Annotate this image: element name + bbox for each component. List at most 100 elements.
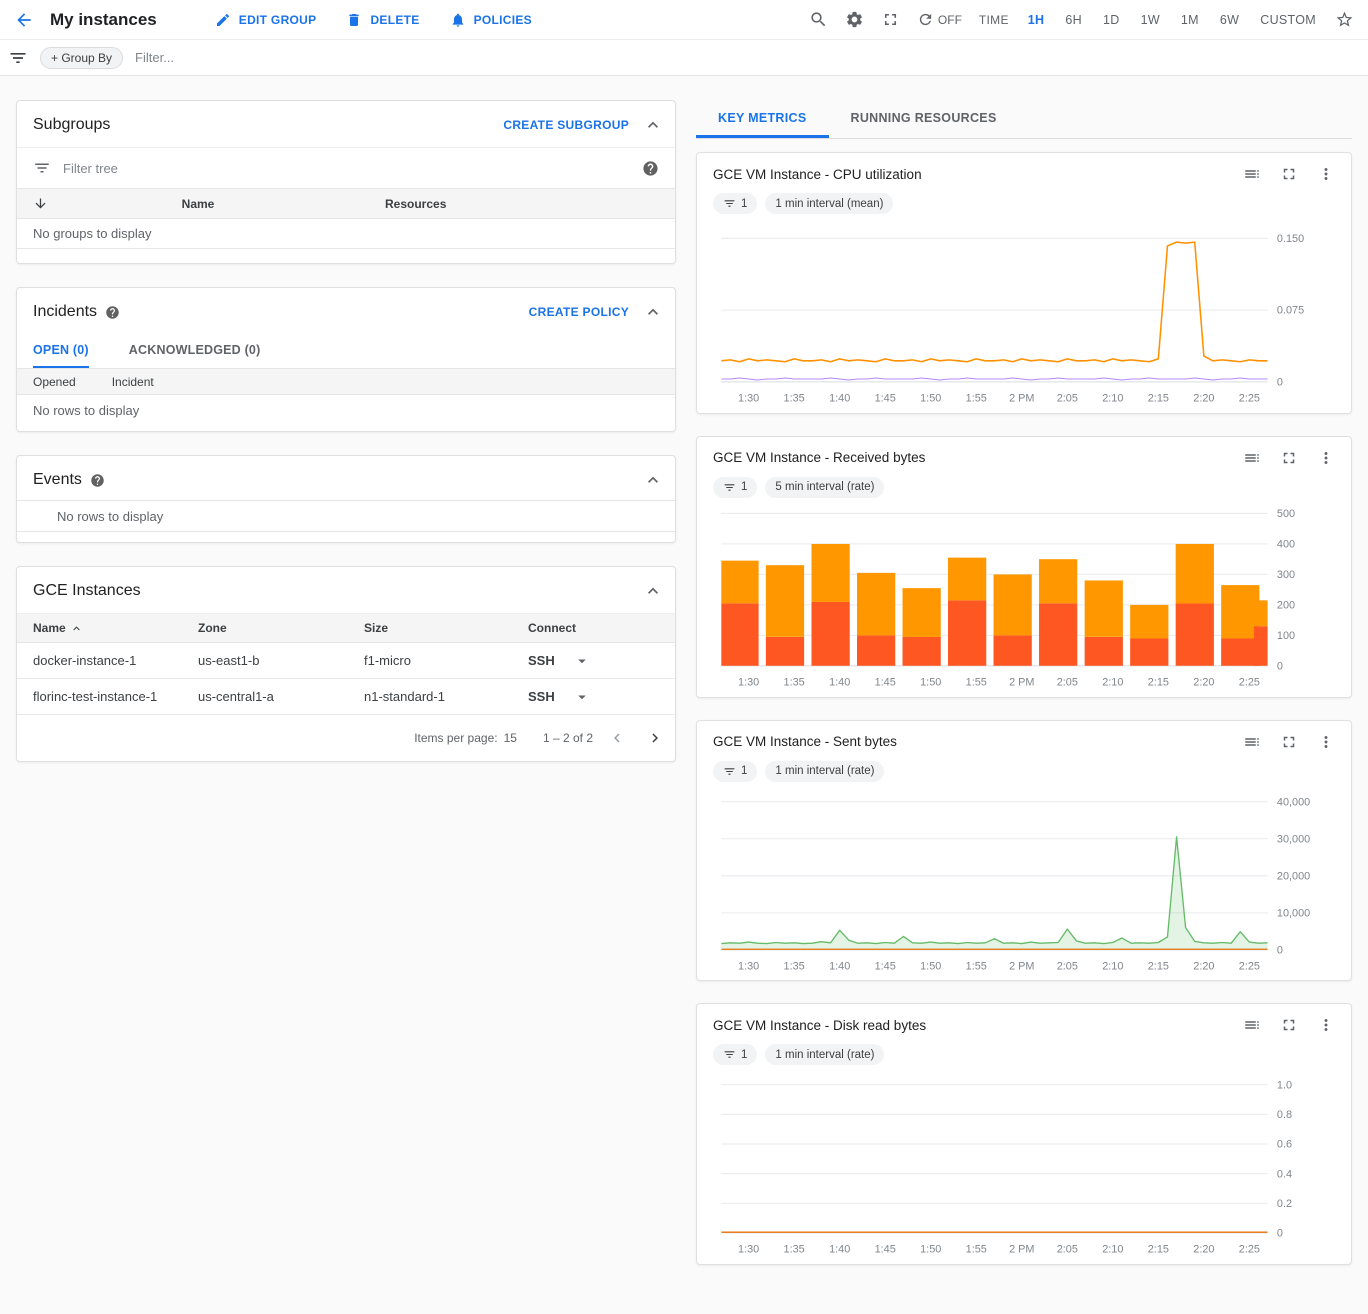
cpu-utilization-plot: 0 0.075 0.150 1:30 1:35 1:40 1:45 1:50 1:55 2 PM 2… bbox=[721, 233, 1304, 405]
help-icon[interactable] bbox=[90, 473, 105, 488]
instance-zone: us-east1-b bbox=[198, 653, 260, 668]
gear-icon[interactable] bbox=[845, 10, 864, 29]
svg-text:2:25: 2:25 bbox=[1239, 393, 1260, 405]
svg-text:300: 300 bbox=[1277, 569, 1295, 581]
kebab-menu-icon[interactable] bbox=[1317, 449, 1335, 467]
incidents-table-header: Opened Incident bbox=[17, 369, 675, 395]
subgroups-col-name[interactable]: Name bbox=[181, 196, 215, 211]
range-6h[interactable]: 6H bbox=[1065, 12, 1082, 27]
help-icon[interactable] bbox=[105, 305, 120, 320]
chart-title: GCE VM Instance - Sent bytes bbox=[713, 734, 897, 750]
tab-running-resources[interactable]: RUNNING RESOURCES bbox=[850, 110, 997, 125]
chevron-up-icon[interactable] bbox=[643, 470, 663, 490]
interval-chip[interactable]: 1 min interval (rate) bbox=[765, 760, 885, 782]
tab-open-incidents[interactable]: OPEN (0) bbox=[33, 334, 89, 368]
svg-text:2:05: 2:05 bbox=[1057, 960, 1078, 972]
range-1w[interactable]: 1W bbox=[1140, 12, 1160, 27]
range-custom[interactable]: CUSTOM bbox=[1260, 12, 1316, 27]
chevron-up-icon[interactable] bbox=[643, 302, 663, 322]
ssh-dropdown-icon[interactable] bbox=[573, 652, 591, 670]
kebab-menu-icon[interactable] bbox=[1317, 165, 1335, 183]
gce-col-zone[interactable]: Zone bbox=[198, 621, 227, 635]
svg-text:2:20: 2:20 bbox=[1193, 960, 1214, 972]
range-1h[interactable]: 1H bbox=[1027, 12, 1045, 27]
kebab-menu-icon[interactable] bbox=[1317, 1016, 1335, 1034]
funnel-icon bbox=[723, 481, 736, 494]
ssh-button[interactable]: SSH bbox=[528, 689, 555, 704]
legend-icon[interactable] bbox=[1243, 1016, 1261, 1034]
metrics-tabs: KEY METRICS RUNNING RESOURCES bbox=[696, 100, 1352, 139]
filter-chip[interactable]: 1 bbox=[713, 760, 758, 782]
edit-group-button[interactable]: EDIT GROUP bbox=[215, 12, 317, 28]
group-by-chip[interactable]: + Group By bbox=[40, 46, 124, 69]
ssh-button[interactable]: SSH bbox=[528, 653, 555, 668]
policies-button[interactable]: POLICIES bbox=[450, 12, 532, 28]
svg-text:1:40: 1:40 bbox=[829, 676, 850, 688]
favorite-star-icon[interactable] bbox=[1335, 10, 1354, 29]
items-per-page-label: Items per page: bbox=[414, 731, 498, 745]
svg-text:0.2: 0.2 bbox=[1277, 1198, 1292, 1210]
incidents-tabs: OPEN (0) ACKNOWLEDGED (0) bbox=[17, 334, 675, 369]
filter-input[interactable] bbox=[135, 50, 1352, 65]
legend-icon[interactable] bbox=[1243, 165, 1261, 183]
svg-text:10,000: 10,000 bbox=[1277, 907, 1310, 919]
sort-down-icon[interactable] bbox=[33, 196, 48, 211]
interval-chip[interactable]: 5 min interval (rate) bbox=[765, 476, 885, 498]
chart-card-disk-read-bytes: GCE VM Instance - Disk read bytes 1 1 mi… bbox=[696, 1003, 1352, 1266]
expand-chart-icon[interactable] bbox=[1280, 1016, 1298, 1034]
svg-text:2:25: 2:25 bbox=[1239, 1244, 1260, 1256]
range-1d[interactable]: 1D bbox=[1102, 12, 1120, 27]
svg-text:0.075: 0.075 bbox=[1277, 305, 1304, 317]
gce-col-name[interactable]: Name bbox=[33, 621, 198, 635]
legend-icon[interactable] bbox=[1243, 733, 1261, 751]
subgroups-card: Subgroups CREATE SUBGROUP Name Resources… bbox=[16, 100, 676, 264]
svg-text:2:15: 2:15 bbox=[1148, 1244, 1169, 1256]
filter-chip[interactable]: 1 bbox=[713, 476, 758, 498]
chevron-up-icon[interactable] bbox=[643, 581, 663, 601]
ssh-dropdown-icon[interactable] bbox=[573, 688, 591, 706]
create-subgroup-button[interactable]: CREATE SUBGROUP bbox=[503, 118, 629, 132]
auto-refresh-toggle[interactable]: OFF bbox=[917, 11, 962, 28]
svg-text:1:35: 1:35 bbox=[784, 960, 805, 972]
svg-text:0.6: 0.6 bbox=[1277, 1139, 1292, 1151]
svg-text:2 PM: 2 PM bbox=[1009, 393, 1034, 405]
expand-chart-icon[interactable] bbox=[1280, 449, 1298, 467]
filter-chip[interactable]: 1 bbox=[713, 193, 758, 214]
range-6w[interactable]: 6W bbox=[1219, 12, 1240, 27]
create-policy-button[interactable]: CREATE POLICY bbox=[528, 305, 629, 319]
gce-table-header: Name Zone Size Connect bbox=[17, 613, 675, 643]
kebab-menu-icon[interactable] bbox=[1317, 733, 1335, 751]
interval-chip[interactable]: 1 min interval (rate) bbox=[765, 1044, 885, 1066]
svg-text:40,000: 40,000 bbox=[1277, 796, 1310, 808]
incidents-col-opened: Opened bbox=[33, 374, 76, 389]
svg-text:2:20: 2:20 bbox=[1193, 393, 1214, 405]
back-button[interactable] bbox=[10, 6, 38, 34]
legend-icon[interactable] bbox=[1243, 449, 1261, 467]
gce-col-size[interactable]: Size bbox=[364, 621, 389, 635]
search-icon[interactable] bbox=[809, 10, 828, 29]
svg-text:1.0: 1.0 bbox=[1277, 1080, 1292, 1092]
next-page-button[interactable] bbox=[641, 724, 669, 752]
svg-text:20,000: 20,000 bbox=[1277, 870, 1310, 882]
policies-label: POLICIES bbox=[473, 12, 532, 27]
tab-acknowledged-incidents[interactable]: ACKNOWLEDGED (0) bbox=[128, 343, 261, 357]
filter-tree-input[interactable] bbox=[63, 160, 622, 176]
tab-key-metrics[interactable]: KEY METRICS bbox=[696, 100, 829, 138]
chevron-up-icon[interactable] bbox=[643, 115, 663, 135]
delete-button[interactable]: DELETE bbox=[346, 12, 419, 28]
svg-text:0.4: 0.4 bbox=[1277, 1169, 1292, 1181]
subgroups-col-resources[interactable]: Resources bbox=[385, 196, 447, 211]
filter-list-icon[interactable] bbox=[8, 48, 28, 68]
right-column: KEY METRICS RUNNING RESOURCES GCE VM Ins… bbox=[696, 100, 1352, 1287]
filter-chip[interactable]: 1 bbox=[713, 1044, 758, 1066]
prev-page-button[interactable] bbox=[603, 724, 631, 752]
range-1m[interactable]: 1M bbox=[1180, 12, 1199, 27]
svg-text:1:55: 1:55 bbox=[966, 1244, 987, 1256]
help-icon[interactable] bbox=[642, 160, 659, 177]
expand-chart-icon[interactable] bbox=[1280, 165, 1298, 183]
fullscreen-icon[interactable] bbox=[881, 10, 900, 29]
svg-text:1:45: 1:45 bbox=[875, 676, 896, 688]
expand-chart-icon[interactable] bbox=[1280, 733, 1298, 751]
items-per-page-value[interactable]: 15 bbox=[503, 731, 517, 745]
interval-chip[interactable]: 1 min interval (mean) bbox=[765, 193, 894, 214]
